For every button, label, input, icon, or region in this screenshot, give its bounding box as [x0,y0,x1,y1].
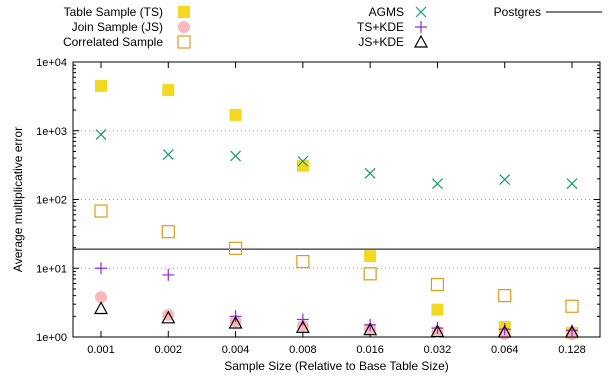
legend-marker [178,21,190,33]
data-point [499,174,511,185]
grid-lines [73,130,600,269]
data-point [229,108,242,121]
data-point [363,322,378,336]
data-point [161,310,176,324]
x-axis-ticks: 0.001 0.002 0.004 0.008 0.016 0.032 0.064 0.128 [87,62,586,356]
data-point [296,159,309,172]
data-point [431,303,444,316]
y-tick-label: 1e+02 [36,195,67,207]
legend-label: Join Sample (JS) [72,20,163,34]
x-tick-label: 0.016 [356,344,384,356]
legend-label: Table Sample (TS) [64,5,163,19]
data-point [161,225,175,239]
legend-marker [413,34,429,48]
legend-marker [415,21,427,33]
data-point [162,84,175,97]
data-point [497,324,512,338]
data-point [295,320,310,333]
data-point [95,262,107,275]
data-point [364,167,376,179]
data-point [230,150,241,162]
series-open-square [94,204,579,313]
x-tick-label: 0.032 [424,344,452,356]
data-point [297,155,309,167]
data-point [228,315,243,329]
data-point [431,322,444,335]
data-point [296,313,309,326]
x-axis-label: Sample Size (Relative to Base Table Size… [224,359,449,373]
y-tick-label: 1e+00 [36,332,67,344]
series-filled-square [95,79,578,339]
series-filled-circle [95,291,578,341]
x-tick-label: 0.064 [491,344,519,356]
x-tick-label: 0.001 [87,344,115,356]
data-point [430,324,445,338]
data-point [565,299,579,313]
data-point [94,204,108,218]
data-point [95,79,107,92]
data-point [93,301,109,315]
legend-label: JS+KDE [358,35,404,49]
y-tick-label: 1e+04 [36,57,67,69]
data-point [498,289,512,303]
series-open-triangle [93,301,580,338]
data-point [564,324,580,338]
legend-marker [415,6,427,18]
legend-marker [178,6,190,18]
y-axis-label: Average multiplicative error [11,127,25,272]
data-point [95,291,107,304]
data-point [95,129,107,140]
legend: Table Sample (TS)Join Sample (JS)Correla… [63,5,602,49]
y-tick-label: 1e+03 [36,126,67,138]
data-point [432,178,443,190]
data-point [296,254,310,269]
data-point [296,319,309,332]
plot-frame [72,61,601,338]
legend-label: Correlated Sample [63,35,163,49]
data-point [162,268,175,281]
data-point [430,277,445,292]
x-tick-label: 0.002 [155,344,183,356]
x-tick-label: 0.128 [558,344,586,356]
data-point [228,241,243,255]
y-tick-label: 1e+01 [36,263,67,275]
x-tick-label: 0.008 [289,344,317,356]
y-axis-ticks: 1e+00 1e+01 1e+02 1e+03 1e+04 [36,57,600,344]
data-point [364,318,377,331]
series-x [95,129,578,190]
legend-label: Postgres [494,5,541,19]
data-marks [93,79,580,341]
legend-label: AGMS [369,5,404,19]
data-point [364,250,377,263]
legend-label: TS+KDE [357,20,404,34]
data-point [566,178,578,190]
x-tick-label: 0.004 [222,344,250,356]
legend-marker [177,35,191,49]
data-point [162,149,174,161]
series-plus [95,262,578,337]
data-point [363,267,377,281]
